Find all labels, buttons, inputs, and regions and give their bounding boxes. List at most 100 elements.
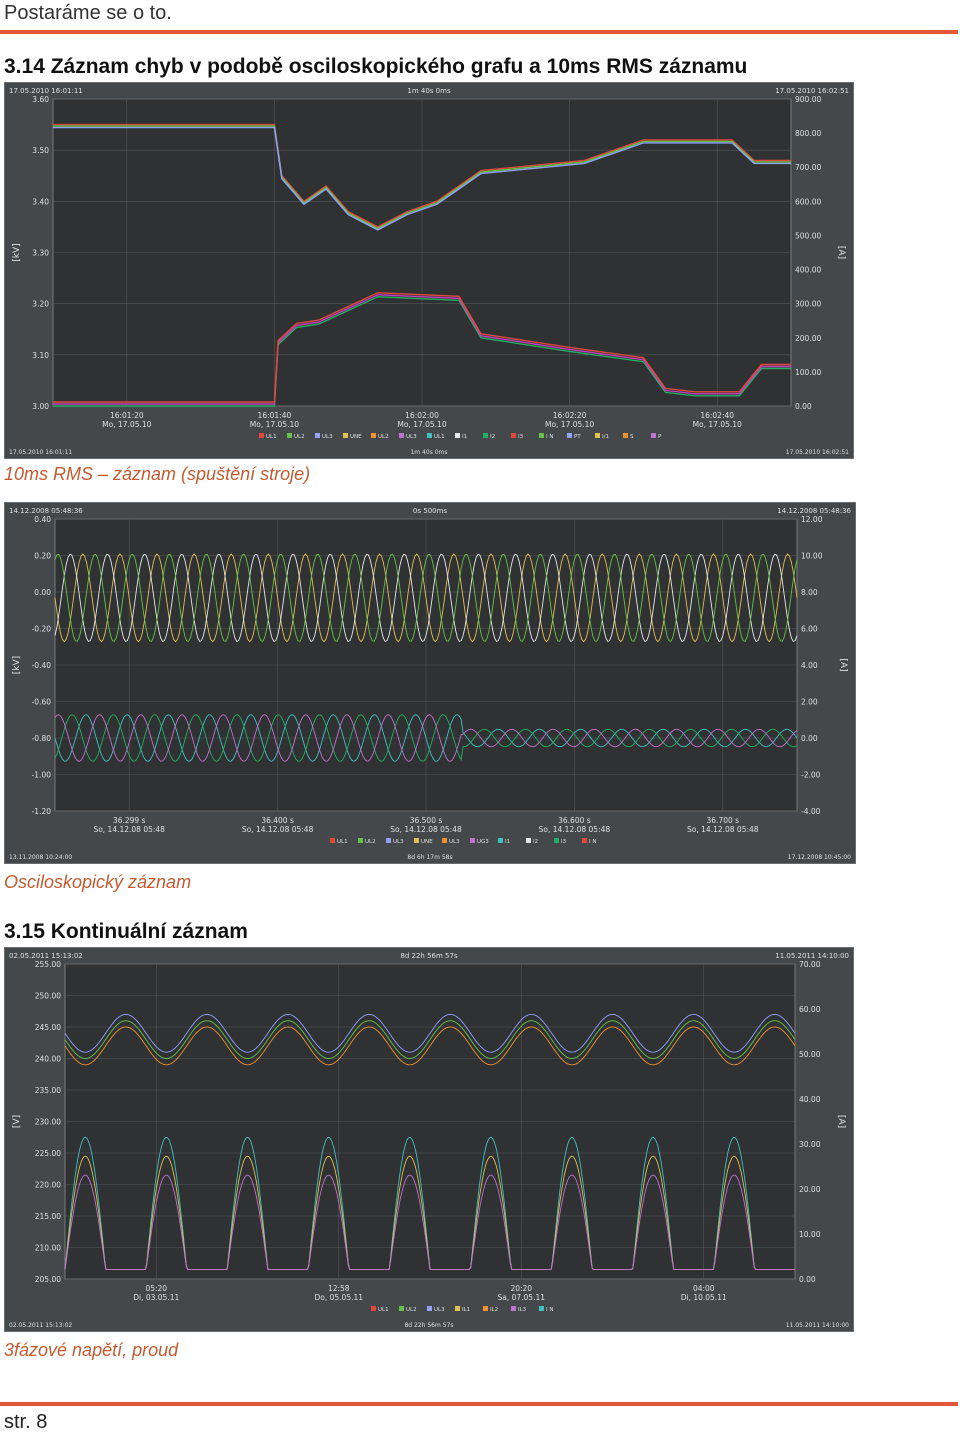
- footer-rule: [0, 1402, 958, 1406]
- page-footer: str. 8: [4, 1411, 48, 1433]
- left-tick-label: 215.00: [35, 1212, 61, 1221]
- legend-label: I1: [462, 434, 467, 440]
- current-wave: [54, 714, 798, 762]
- legend-label: I2: [490, 434, 495, 440]
- legend-label: UL1: [337, 839, 348, 845]
- legend-swatch: [470, 838, 475, 843]
- legend-swatch: [554, 838, 559, 843]
- current-line: [53, 296, 791, 407]
- legend-swatch: [427, 433, 432, 438]
- legend-swatch: [371, 1306, 376, 1311]
- legend-label: UL1: [434, 434, 445, 440]
- x-tick-date: Di, 03.05.11: [133, 1293, 179, 1302]
- x-tick-date: So, 14.12.08 05:48: [390, 825, 462, 834]
- legend-label: UG3: [477, 839, 489, 845]
- left-unit-label: [kV]: [12, 656, 22, 674]
- legend-label: I3: [518, 434, 524, 440]
- legend-label: UL2: [365, 839, 376, 845]
- header-rule: [0, 30, 958, 34]
- right-tick-label: 500.00: [795, 231, 821, 240]
- x-tick-time: 16:01:40: [258, 411, 292, 420]
- x-tick-time: 36.299 s: [113, 816, 146, 825]
- x-tick-time: 36.600 s: [558, 816, 591, 825]
- bottom-center-label: 8d 6h 17m 58s: [407, 854, 452, 861]
- x-tick-time: 16:02:40: [700, 411, 734, 420]
- x-tick-time: 20:20: [510, 1284, 532, 1293]
- x-tick-time: 16:01:20: [110, 411, 144, 420]
- left-tick-label: -0.60: [32, 698, 52, 707]
- legend-label: PT: [574, 434, 581, 440]
- top-left-stamp: 17.05.2010 16:01:11: [9, 87, 83, 95]
- right-unit-label: [A]: [836, 246, 846, 259]
- x-tick-date: So, 14.12.08 05:48: [242, 825, 314, 834]
- chart-svg: 14.12.2008 05:48:36 0s 500ms 14.12.2008 05…: [5, 503, 855, 863]
- section-heading-3-15: 3.15 Kontinuální záznam: [4, 920, 248, 943]
- right-tick-label: 0.00: [801, 734, 818, 743]
- voltage-line: [53, 125, 791, 230]
- x-tick-date: Mo, 17.05.10: [545, 420, 594, 429]
- right-tick-label: 12.00: [801, 515, 823, 524]
- legend-label: I N: [546, 1307, 554, 1313]
- legend-swatch: [511, 1306, 516, 1311]
- x-tick-time: 36.700 s: [707, 816, 740, 825]
- legend-label: I/1: [602, 434, 609, 440]
- x-tick-time: 16:02:00: [405, 411, 439, 420]
- right-tick-label: 40.00: [799, 1095, 821, 1104]
- page-header: Postaráme se o to.: [4, 2, 172, 24]
- x-tick-date: Do, 05.05.11: [314, 1293, 363, 1302]
- left-tick-label: 3.30: [32, 249, 49, 258]
- x-tick-time: 12:58: [328, 1284, 350, 1293]
- right-tick-label: 100.00: [795, 368, 821, 377]
- legend-label: UL1: [266, 434, 277, 440]
- bottom-right-stamp: 11.05.2011 14:10:00: [786, 1322, 849, 1329]
- rms-chart-caption: 10ms RMS – záznam (spuštění stroje): [4, 464, 311, 484]
- x-tick-date: So, 14.12.08 05:48: [539, 825, 611, 834]
- legend-swatch: [483, 1306, 488, 1311]
- x-tick-date: Mo, 17.05.10: [693, 420, 742, 429]
- left-tick-label: 210.00: [35, 1244, 61, 1253]
- legend-swatch: [582, 838, 587, 843]
- left-tick-label: -1.20: [32, 807, 52, 816]
- current-line: [53, 294, 791, 405]
- left-tick-label: 3.60: [32, 95, 49, 104]
- legend-label: S: [630, 434, 634, 440]
- right-tick-label: -4.00: [801, 807, 821, 816]
- right-tick-label: 70.00: [799, 960, 821, 969]
- legend-swatch: [330, 838, 335, 843]
- chart-svg: 17.05.2010 16:01:11 1m 40s 0ms 17.05.2010 …: [5, 83, 853, 458]
- continuous-chart-caption: 3fázové napětí, proud: [4, 1340, 179, 1360]
- x-tick-date: Mo, 17.05.10: [397, 420, 446, 429]
- legend-swatch: [442, 838, 447, 843]
- legend-swatch: [498, 838, 503, 843]
- left-tick-label: -0.40: [32, 661, 52, 670]
- current-wave: [54, 714, 798, 762]
- x-tick-date: So, 14.12.08 05:48: [687, 825, 759, 834]
- right-tick-label: 600.00: [795, 197, 821, 206]
- legend-label: IL2: [490, 1307, 498, 1313]
- bottom-left-stamp: 17.05.2010 16:01:11: [9, 449, 72, 456]
- voltage-wave: [54, 553, 798, 642]
- legend-swatch: [526, 838, 531, 843]
- left-tick-label: 0.00: [34, 588, 51, 597]
- left-tick-label: -1.00: [32, 771, 52, 780]
- x-tick-time: 36.500 s: [410, 816, 443, 825]
- current-wave: [54, 714, 798, 762]
- top-right-stamp: 11.05.2011 14:10:00: [775, 952, 849, 960]
- bottom-right-stamp: 17.12.2008 10:45:00: [788, 854, 851, 861]
- chart-svg: 02.05.2011 15:13:02 8d 22h 56m 57s 11.05.2…: [5, 948, 853, 1331]
- legend-label: UNE: [350, 434, 362, 440]
- legend-swatch: [483, 433, 488, 438]
- left-tick-label: 0.20: [34, 552, 51, 561]
- legend-swatch: [287, 433, 292, 438]
- right-tick-label: 800.00: [795, 129, 821, 138]
- left-tick-label: 3.40: [32, 197, 49, 206]
- legend-label: I N: [546, 434, 554, 440]
- legend-swatch: [539, 433, 544, 438]
- voltage-line: [64, 1026, 796, 1066]
- top-right-stamp: 17.05.2010 16:02:51: [775, 87, 849, 95]
- legend-label: UL1: [378, 1307, 389, 1313]
- legend-label: UL3: [393, 839, 404, 845]
- right-tick-label: 900.00: [795, 95, 821, 104]
- voltage-line: [53, 126, 791, 231]
- x-tick-time: 05:20: [145, 1284, 167, 1293]
